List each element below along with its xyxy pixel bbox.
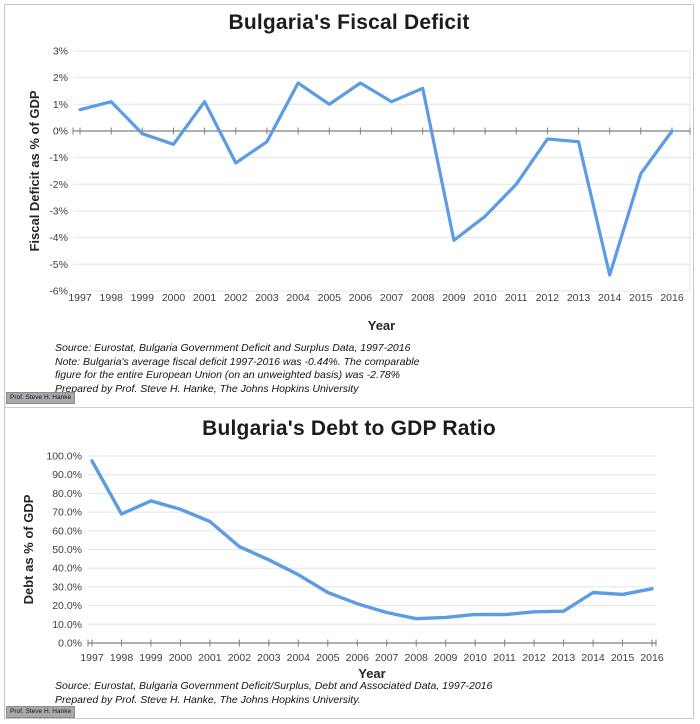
debt-ratio-line-chart: 100.0% 90.0% 80.0% 70.0% 60.0% 50.0% 40.0% 30.0…: [21, 451, 664, 682]
x-tick-label: 2001: [198, 652, 222, 664]
y-tick-label: 30.0%: [52, 581, 82, 593]
x-tick-label: 2007: [380, 292, 404, 304]
gridlines: [73, 50, 691, 292]
y-tick-label: 20.0%: [52, 600, 82, 612]
x-tick-label: 1998: [100, 292, 124, 304]
x-tick-label: 1999: [139, 652, 163, 664]
x-tick-label: 2009: [434, 652, 458, 664]
fiscal-deficit-panel: Bulgaria's Fiscal Deficit 3% 2% 1% 0% -1% -2%…: [5, 5, 693, 407]
x-tick-label: 1997: [68, 292, 92, 304]
x-axis: [72, 127, 691, 135]
x-tick-label: 2011: [493, 652, 516, 664]
x-tick-label: 2002: [224, 292, 248, 304]
source-line: Source: Eurostat, Bulgaria Government De…: [55, 680, 493, 692]
y-tick-label: 10.0%: [52, 619, 82, 631]
x-tick-label: 2008: [405, 652, 429, 664]
y-tick-label: -2%: [49, 179, 68, 191]
x-tick-label: 2000: [169, 652, 193, 664]
y-tick-label: 100.0%: [46, 451, 82, 463]
x-tick-label: 2003: [255, 292, 279, 304]
x-tick-label: 2015: [629, 292, 653, 304]
hanke-watermark-badge: Prof. Steve H. Hanke: [6, 392, 76, 404]
axis-labels: 100.0% 90.0% 80.0% 70.0% 60.0% 50.0% 40.0% 30.0…: [21, 451, 664, 682]
y-tick-label: 90.0%: [52, 469, 82, 481]
x-axis-title: Year: [368, 318, 395, 333]
x-axis-title: Year: [358, 666, 385, 681]
x-tick-label: 2004: [287, 652, 311, 664]
hanke-watermark-badge: Prof. Steve H. Hanke: [6, 706, 76, 718]
y-tick-label: -6%: [49, 286, 68, 298]
x-tick-label: 1998: [110, 652, 134, 664]
x-tick-label: 2004: [286, 292, 310, 304]
x-tick-label: 2002: [228, 652, 252, 664]
y-tick-label: 70.0%: [52, 507, 82, 519]
x-tick-label: 2006: [349, 292, 373, 304]
y-axis-title: Fiscal Deficit as % of GDP: [27, 90, 42, 251]
x-tick-label: 2005: [316, 652, 340, 664]
y-tick-label: 0%: [53, 126, 68, 138]
fiscal-deficit-line: [78, 81, 674, 277]
y-tick-label: 2%: [53, 72, 68, 84]
x-tick-label: 2014: [581, 652, 605, 664]
x-tick-label: 2006: [346, 652, 370, 664]
debt-ratio-panel: Bulgaria's Debt to GDP Ratio 100.0% 90.0%…: [5, 407, 693, 719]
y-tick-label: -4%: [49, 232, 68, 244]
y-tick-label: 3%: [53, 46, 68, 58]
y-axis-title: Debt as % of GDP: [21, 494, 36, 604]
y-tick-label: -5%: [49, 259, 68, 271]
gridlines: [88, 455, 656, 625]
y-tick-label: 1%: [53, 99, 68, 111]
x-tick-label: 2014: [598, 292, 622, 304]
note-line: figure for the entire European Union (on…: [55, 369, 400, 381]
x-tick-label: 2010: [473, 292, 497, 304]
x-tick-label: 2010: [464, 652, 488, 664]
fiscal-deficit-line-chart: 3% 2% 1% 0% -1% -2% -3% -4% -5% -6%1997 1998 1999 20…: [27, 46, 691, 334]
x-tick-label: 2016: [660, 292, 684, 304]
x-tick-label: 2001: [193, 292, 217, 304]
prepared-by-line: Prepared by Prof. Steve H. Hanke, The Jo…: [55, 382, 359, 395]
y-tick-label: 50.0%: [52, 544, 82, 556]
source-line: Source: Eurostat, Bulgaria Government De…: [55, 342, 411, 354]
x-tick-label: 2016: [640, 652, 664, 664]
x-tick-label: 2011: [505, 292, 528, 304]
fiscal-deficit-source-notes: Source: Eurostat, Bulgaria Government De…: [55, 342, 673, 396]
x-tick-label: 2013: [552, 652, 576, 664]
debt-line: [90, 459, 654, 621]
infographic-frame: Bulgaria's Fiscal Deficit 3% 2% 1% 0% -1% -2%…: [4, 4, 694, 719]
note-line: Note: Bulgaria's average fiscal deficit …: [55, 355, 420, 368]
x-tick-label: 2009: [442, 292, 466, 304]
debt-ratio-chart-title: Bulgaria's Debt to GDP Ratio: [202, 417, 496, 440]
x-tick-label: 2015: [611, 652, 635, 664]
x-tick-label: 2008: [411, 292, 435, 304]
x-tick-label: 2013: [567, 292, 591, 304]
prepared-by-line: Prepared by Prof. Steve H. Hanke, The Jo…: [55, 693, 361, 706]
x-tick-label: 1999: [131, 292, 155, 304]
x-tick-label: 2012: [522, 652, 546, 664]
x-tick-label: 2003: [257, 652, 281, 664]
y-tick-label: 80.0%: [52, 488, 82, 500]
x-axis: [87, 639, 657, 647]
x-tick-label: 2007: [375, 652, 399, 664]
x-tick-label: 2000: [162, 292, 186, 304]
debt-ratio-source-notes: Source: Eurostat, Bulgaria Government De…: [55, 680, 673, 707]
x-tick-label: 1997: [80, 652, 104, 664]
axis-labels: 3% 2% 1% 0% -1% -2% -3% -4% -5% -6%1997 1998 1999 20…: [27, 46, 684, 334]
y-tick-label: -3%: [49, 206, 68, 218]
y-tick-label: 0.0%: [58, 638, 82, 650]
y-tick-label: 60.0%: [52, 525, 82, 537]
fiscal-deficit-chart-title: Bulgaria's Fiscal Deficit: [228, 11, 470, 34]
x-tick-label: 2012: [536, 292, 560, 304]
y-tick-label: 40.0%: [52, 563, 82, 575]
y-tick-label: -1%: [49, 152, 68, 164]
x-tick-label: 2005: [318, 292, 342, 304]
